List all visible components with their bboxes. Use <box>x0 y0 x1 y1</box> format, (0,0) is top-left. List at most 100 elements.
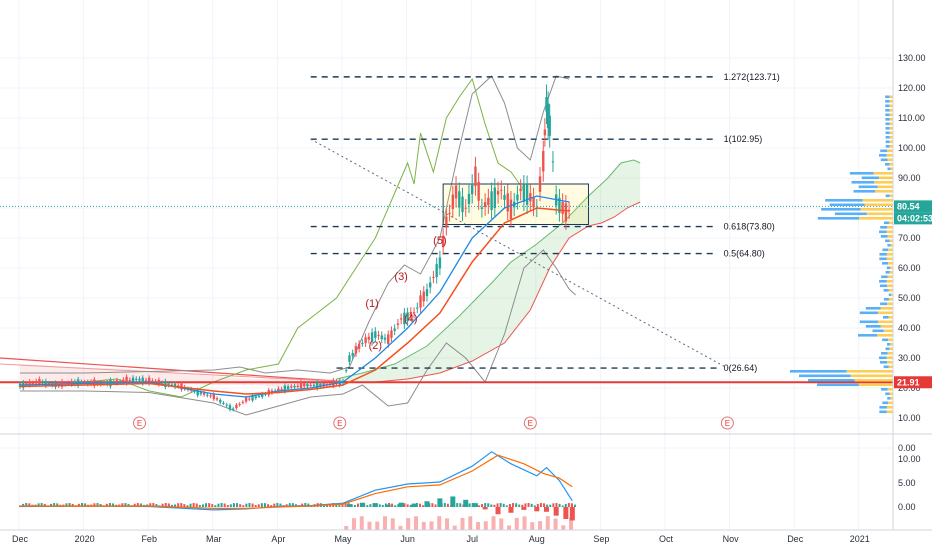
volume-profile-bar-up <box>825 199 863 202</box>
macd-histogram-bar <box>381 504 384 507</box>
candle-body <box>464 207 467 209</box>
macd-histogram-bar <box>174 504 177 507</box>
volume-profile-bar-down <box>889 194 893 198</box>
candle-body <box>38 378 41 385</box>
candle-body <box>290 386 293 388</box>
macd-histogram-bar <box>167 503 170 507</box>
fib-level-label: 1(102.95) <box>724 134 763 144</box>
macd-histogram-bar <box>446 503 449 507</box>
volume-bar <box>359 516 364 530</box>
volume-profile-bar-up <box>883 221 889 225</box>
volume-bar <box>491 516 496 530</box>
macd-histogram-bar <box>68 503 71 507</box>
candle-body <box>254 396 257 398</box>
volume-bar <box>351 518 356 530</box>
volume-profile-bar-up <box>821 208 861 211</box>
volume-profile-bar-up <box>885 163 890 166</box>
volume-profile-bar-down <box>886 253 893 256</box>
candle-body <box>490 191 493 211</box>
macd-histogram-bar <box>521 504 524 507</box>
macd-histogram-bar <box>161 503 164 507</box>
candle-body <box>348 355 351 362</box>
earnings-marker[interactable] <box>523 416 537 430</box>
macd-histogram-bar <box>398 502 404 507</box>
macd-histogram-bar <box>195 503 198 507</box>
candle-body <box>458 191 461 208</box>
macd-histogram-bar <box>136 503 139 507</box>
macd-histogram-bar <box>574 504 577 507</box>
macd-histogram-bar <box>149 503 152 507</box>
candle-body <box>54 382 57 388</box>
time-axis-label: Nov <box>723 534 740 544</box>
price-axis-tick-label: 60.00 <box>898 263 921 273</box>
candle-body <box>480 207 484 209</box>
volume-profile-bar-down <box>888 248 893 252</box>
candle-body <box>441 235 445 248</box>
earnings-marker[interactable] <box>720 416 734 430</box>
macd-histogram-bar <box>291 503 294 507</box>
candle-body <box>532 196 535 208</box>
macd-histogram-bar <box>515 503 518 507</box>
volume-profile-bar-down <box>889 122 893 126</box>
macd-histogram-bar <box>229 504 232 507</box>
moving-average-slow <box>19 207 570 395</box>
volume-bar <box>553 518 558 530</box>
candle-body <box>545 97 548 112</box>
bollinger-upper <box>20 75 570 374</box>
candle-body <box>390 330 393 338</box>
candle-body <box>483 202 487 208</box>
volume-profile-bar-down <box>854 379 893 382</box>
macd-histogram-bar <box>217 503 220 507</box>
volume-profile <box>790 95 893 414</box>
earnings-marker[interactable] <box>333 416 347 430</box>
volume-profile-bar-down <box>889 113 893 117</box>
candle-body <box>167 383 170 385</box>
volume-profile-bar-up <box>885 347 890 351</box>
candle-body <box>412 312 416 314</box>
macd-histogram-bar <box>472 503 478 507</box>
candle-body <box>235 404 238 409</box>
candle-body <box>231 408 235 410</box>
macd-histogram-bar <box>205 503 208 507</box>
volume-profile-bar-up <box>887 244 891 247</box>
macd-histogram-bar <box>536 503 539 507</box>
volume-bar <box>514 517 519 530</box>
macd-histogram-bar <box>56 503 59 507</box>
candle-body <box>228 405 232 410</box>
macd-histogram-bar <box>155 504 158 507</box>
macd-histogram-bar <box>232 503 235 507</box>
volume-profile-bar-down <box>887 235 893 238</box>
volume-profile-bar-up <box>799 374 851 378</box>
earnings-marker[interactable] <box>133 416 147 430</box>
macd-histogram-bar <box>543 507 549 512</box>
candle-body <box>122 379 125 382</box>
volume-profile-bar-up <box>880 388 888 391</box>
candle-body <box>467 193 471 204</box>
candle-body <box>173 383 177 387</box>
candle-body <box>543 129 547 136</box>
candle-body <box>196 389 199 396</box>
volume-profile-bar-up <box>885 104 890 108</box>
macd-histogram-bar <box>28 503 31 507</box>
elliott-wave-label: (3) <box>394 271 407 283</box>
candle-body <box>206 394 209 396</box>
chart-grid <box>0 0 893 530</box>
volume-profile-bar-down <box>889 239 893 243</box>
volume-bar <box>530 522 535 530</box>
macd-histogram-bar <box>288 503 291 507</box>
volume-profile-bar-up <box>882 248 889 252</box>
volume-profile-bar-down <box>889 145 893 148</box>
volume-profile-bar-down <box>890 397 893 400</box>
macd-histogram-bar <box>81 503 84 507</box>
macd-histogram-bar <box>170 504 173 507</box>
price-axis-tick-label: 130.00 <box>898 53 926 63</box>
macd-histogram-bar <box>139 503 142 507</box>
macd-histogram-bar <box>397 504 400 507</box>
volume-profile-bar-down <box>887 226 893 229</box>
volume-profile-bar-up <box>883 289 889 292</box>
volume-bar <box>344 526 349 530</box>
macd-histogram-bar <box>105 503 108 507</box>
candle-body <box>461 196 464 213</box>
volume-profile-bar-up <box>851 181 875 184</box>
